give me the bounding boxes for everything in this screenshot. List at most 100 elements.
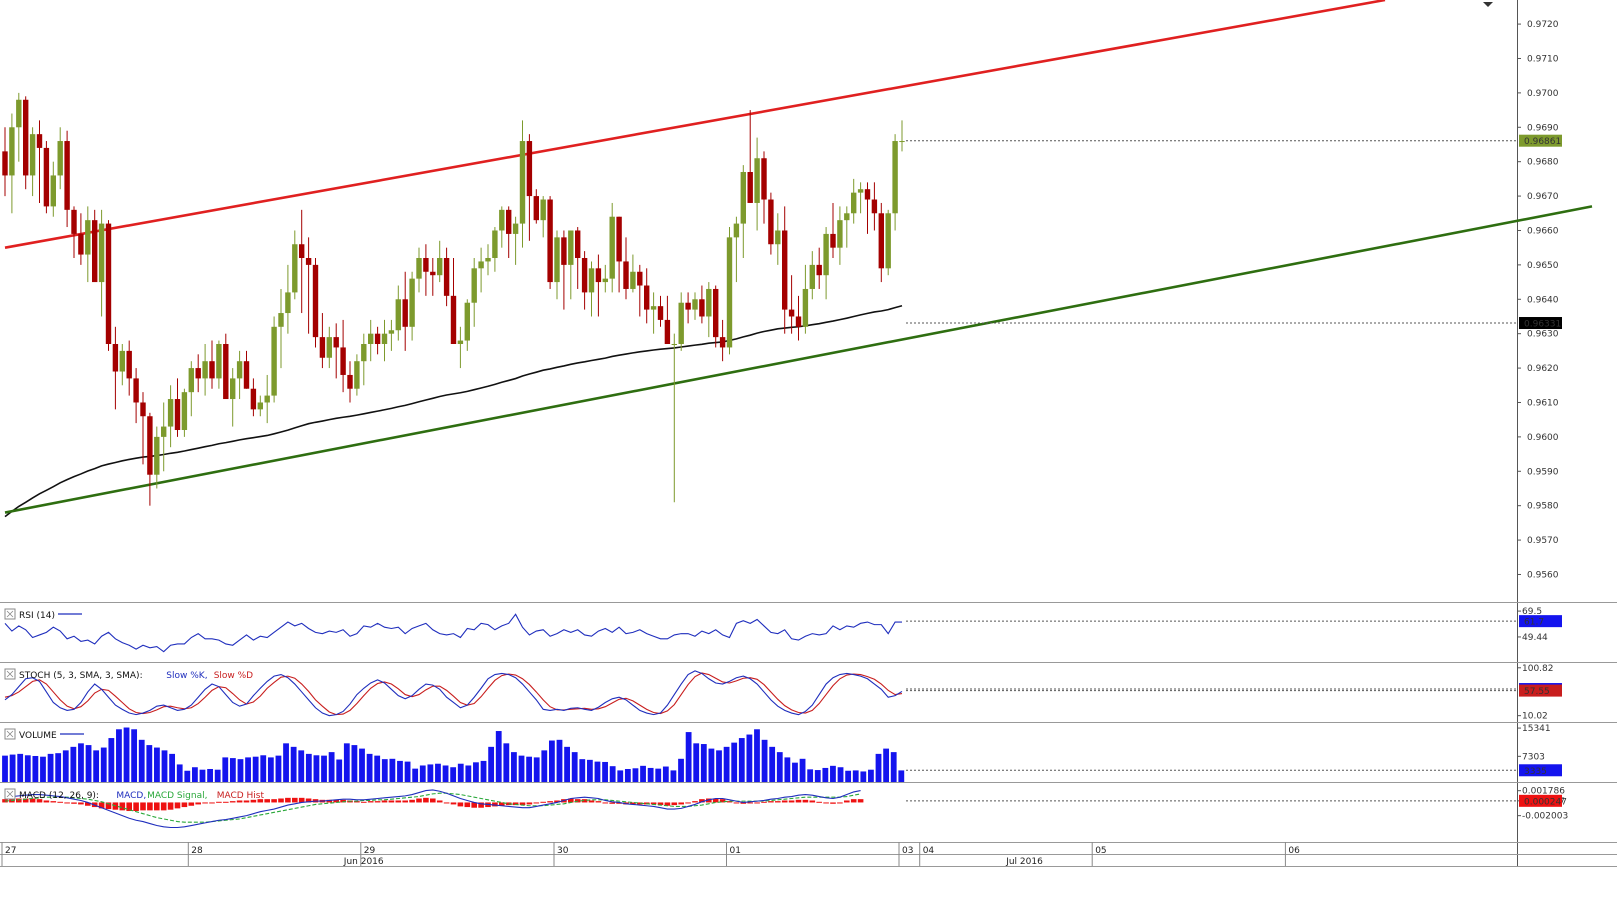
candle-down[interactable]	[595, 268, 602, 283]
candle-down[interactable]	[788, 309, 795, 317]
macd-hist-bar[interactable]	[844, 800, 850, 803]
candle-up[interactable]	[857, 189, 864, 193]
volume-bar[interactable]	[70, 746, 77, 782]
macd-hist-bar[interactable]	[16, 798, 22, 803]
macd-hist-bar[interactable]	[795, 799, 802, 803]
volume-bar[interactable]	[260, 755, 267, 782]
volume-bar[interactable]	[526, 756, 533, 782]
volume-bar[interactable]	[389, 758, 396, 782]
volume-bar[interactable]	[381, 759, 388, 782]
candle-up[interactable]	[609, 216, 615, 279]
candle-up[interactable]	[409, 278, 415, 327]
volume-bar[interactable]	[830, 765, 836, 782]
macd-hist-bar[interactable]	[209, 802, 215, 804]
candle-down[interactable]	[209, 361, 215, 379]
macd-hist-bar[interactable]	[816, 801, 822, 803]
macd-hist-bar[interactable]	[22, 798, 29, 803]
candle-up[interactable]	[471, 268, 477, 303]
volume-bar[interactable]	[17, 753, 24, 782]
candle-up[interactable]	[285, 292, 291, 314]
candle-down[interactable]	[36, 134, 43, 148]
macd-hist-bar[interactable]	[236, 800, 243, 803]
volume-bar[interactable]	[670, 770, 677, 782]
volume-bar[interactable]	[435, 763, 441, 782]
macd-hist-bar[interactable]	[588, 800, 595, 803]
macd-hist-bar[interactable]	[830, 802, 836, 804]
candle-down[interactable]	[864, 189, 871, 200]
volume-bar[interactable]	[511, 752, 517, 782]
volume-bar[interactable]	[359, 748, 365, 782]
candle-up[interactable]	[57, 141, 63, 176]
candle-down[interactable]	[312, 264, 319, 338]
volume-bar[interactable]	[731, 742, 738, 782]
volume-bar[interactable]	[427, 764, 434, 782]
volume-bar[interactable]	[343, 743, 350, 782]
macd-hist-bar[interactable]	[430, 798, 436, 803]
candle-down[interactable]	[133, 378, 139, 403]
volume-bar[interactable]	[624, 768, 631, 782]
volume-bar[interactable]	[488, 746, 495, 782]
volume-bar[interactable]	[602, 761, 608, 782]
macd-hist-bar[interactable]	[361, 801, 367, 803]
volume-bar[interactable]	[313, 755, 320, 782]
candle-down[interactable]	[250, 388, 257, 410]
macd-hist-bar[interactable]	[154, 802, 160, 811]
macd-hist-bar[interactable]	[788, 800, 795, 803]
candle-down[interactable]	[699, 299, 705, 317]
macd-hist-bar[interactable]	[257, 799, 264, 803]
volume-bar[interactable]	[776, 752, 783, 782]
volume-bar[interactable]	[176, 764, 183, 782]
volume-bar[interactable]	[154, 747, 160, 782]
volume-bar[interactable]	[564, 746, 570, 782]
volume-bar[interactable]	[678, 758, 684, 782]
macd-hist-bar[interactable]	[492, 802, 498, 807]
volume-bar[interactable]	[473, 762, 479, 782]
candle-down[interactable]	[305, 258, 312, 265]
candle-down[interactable]	[871, 199, 878, 214]
macd-hist-bar[interactable]	[457, 802, 464, 807]
macd-hist-bar[interactable]	[223, 801, 229, 803]
candle-up[interactable]	[706, 288, 712, 317]
candle-up[interactable]	[823, 233, 829, 276]
macd-hist-bar[interactable]	[292, 797, 298, 803]
volume-bar[interactable]	[807, 769, 814, 782]
macd-hist-bar[interactable]	[126, 802, 132, 812]
candle-up[interactable]	[395, 299, 401, 331]
candle-down[interactable]	[423, 258, 429, 272]
volume-bar[interactable]	[283, 743, 289, 782]
volume-bar[interactable]	[450, 767, 457, 782]
volume-bar[interactable]	[640, 765, 646, 782]
macd-hist-bar[interactable]	[250, 799, 257, 803]
macd-hist-bar[interactable]	[181, 802, 188, 808]
candle-up[interactable]	[692, 299, 698, 310]
macd-hist-bar[interactable]	[305, 798, 312, 803]
volume-bar[interactable]	[412, 768, 419, 782]
candle-down[interactable]	[878, 213, 884, 269]
volume-bar[interactable]	[328, 752, 335, 782]
volume-bar[interactable]	[814, 770, 821, 782]
candle-up[interactable]	[499, 209, 505, 231]
volume-bar[interactable]	[305, 753, 312, 782]
candle-down[interactable]	[795, 316, 802, 327]
candle-up[interactable]	[726, 237, 733, 348]
candle-down[interactable]	[71, 209, 77, 234]
candle-down[interactable]	[575, 230, 581, 258]
candle-down[interactable]	[195, 368, 201, 379]
volume-bar[interactable]	[207, 768, 213, 782]
candle-up[interactable]	[485, 258, 491, 262]
candle-up[interactable]	[802, 288, 809, 327]
macd-hist-bar[interactable]	[416, 798, 422, 803]
macd-hist-bar[interactable]	[402, 800, 408, 803]
candle-down[interactable]	[644, 285, 650, 310]
macd-hist-bar[interactable]	[388, 800, 395, 803]
candle-down[interactable]	[561, 237, 567, 265]
volume-bar[interactable]	[40, 756, 46, 782]
macd-hist-bar[interactable]	[719, 799, 726, 803]
volume-bar[interactable]	[290, 746, 297, 782]
volume-bar[interactable]	[662, 766, 669, 782]
candle-down[interactable]	[547, 199, 553, 283]
candle-down[interactable]	[623, 261, 629, 289]
candle-down[interactable]	[830, 233, 836, 248]
candle-down[interactable]	[105, 223, 112, 344]
